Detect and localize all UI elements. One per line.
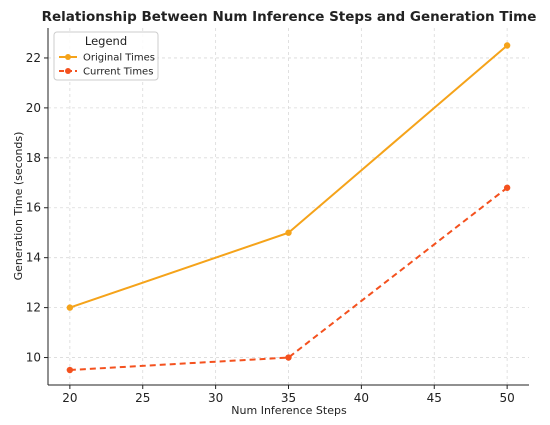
legend-box <box>53 31 159 81</box>
data-point <box>503 184 511 191</box>
x-tick-label: 25 <box>135 391 150 405</box>
x-tick-label: 20 <box>62 391 77 405</box>
series-1 <box>66 184 511 374</box>
legend-swatch-marker <box>65 54 71 60</box>
x-tick-label: 50 <box>499 391 514 405</box>
grid <box>48 28 529 385</box>
legend-label: Original Times <box>83 53 155 64</box>
series-layer <box>66 42 511 374</box>
data-point <box>285 354 292 361</box>
y-axis-label: Generation Time (seconds) <box>12 132 25 281</box>
y-tick-label: 16 <box>26 201 41 215</box>
y-tick-label: 10 <box>26 351 41 365</box>
y-tick-label: 14 <box>26 251 41 265</box>
legend-item: Original Times <box>59 53 155 64</box>
data-point <box>503 42 511 49</box>
data-point <box>285 229 292 236</box>
y-tick-label: 12 <box>26 301 41 315</box>
legend-label: Current Times <box>83 67 153 78</box>
chart-title: Relationship Between Num Inference Steps… <box>42 9 537 25</box>
series-0 <box>66 42 511 311</box>
x-axis-label: Num Inference Steps <box>231 404 347 417</box>
axes: 20 25 30 35 40 45 50 10 12 14 16 18 20 22 <box>26 28 529 405</box>
x-tick-label: 35 <box>281 391 296 405</box>
x-tick-label: 40 <box>354 391 369 405</box>
y-tick-label: 22 <box>26 51 41 65</box>
series-line <box>69 186 508 372</box>
legend: Legend Original Times Current Times <box>53 31 159 81</box>
y-tick-label: 20 <box>26 101 41 115</box>
legend-title: Legend <box>85 34 127 48</box>
data-point <box>66 366 74 374</box>
y-tick-label: 18 <box>26 151 41 165</box>
data-point <box>66 304 74 311</box>
x-tick-label: 30 <box>208 391 223 405</box>
legend-item: Current Times <box>59 67 153 78</box>
legend-swatch-marker <box>65 68 71 74</box>
x-tick-label: 45 <box>427 391 442 405</box>
